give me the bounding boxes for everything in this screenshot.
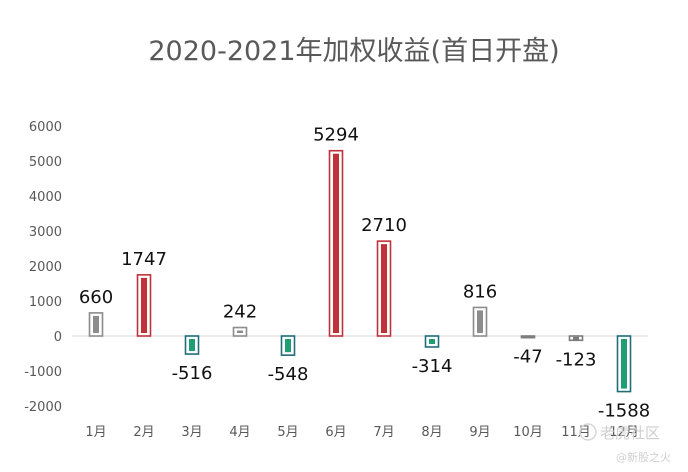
data-labels-group: 660 1747 -516 242 -548 5294 2710 -314 816 -47 -123… (79, 125, 650, 422)
watermark-brand: 老虎社区 (600, 424, 660, 442)
y-tick-label: 3000 (29, 225, 62, 240)
x-tick-label: 1月 (85, 425, 106, 440)
bar-fill (573, 336, 579, 340)
bar-fill (621, 339, 627, 389)
x-tick-label: 2月 (133, 425, 154, 440)
bar (280, 335, 296, 356)
y-tick-label: -2000 (24, 400, 62, 415)
data-label: -314 (412, 356, 453, 377)
data-label: 5294 (313, 125, 359, 146)
bar-fill (429, 339, 435, 344)
data-label: 242 (223, 302, 257, 323)
x-tick-label: 10月 (513, 425, 543, 440)
bar-fill (381, 244, 387, 333)
bar (184, 335, 200, 355)
bar-fill (93, 315, 99, 333)
x-tick-label: 6月 (325, 425, 346, 440)
x-tick-label: 9月 (469, 425, 490, 440)
data-label: -123 (556, 349, 597, 370)
x-tick-label: 5月 (277, 425, 298, 440)
data-label: -1588 (598, 401, 650, 422)
bar-fill (141, 277, 147, 333)
bar-fill (525, 336, 531, 338)
y-tick-label: 0 (54, 330, 62, 345)
data-label: 2710 (361, 215, 407, 236)
bar (376, 240, 392, 337)
bar-fill (333, 153, 339, 333)
bar (232, 326, 248, 337)
bar (616, 335, 632, 393)
y-tick-label: 1000 (29, 295, 62, 310)
data-label: 1747 (121, 249, 167, 270)
x-tick-label: 12月 (609, 425, 639, 440)
x-tick-label: 11月 (561, 425, 591, 440)
bar (568, 335, 584, 342)
watermark-sub: @新股之火 (616, 450, 671, 464)
x-tick-label: 4月 (229, 425, 250, 440)
bar (520, 335, 536, 339)
data-label: -47 (513, 347, 542, 368)
bar (136, 274, 152, 337)
y-tick-label: 4000 (29, 190, 62, 205)
y-tick-label: -1000 (24, 365, 62, 380)
data-label: -548 (268, 364, 309, 385)
bars-group (88, 149, 632, 393)
bar-fill (237, 330, 243, 333)
y-tick-label: 6000 (29, 120, 62, 135)
y-tick-label: 2000 (29, 260, 62, 275)
watermark-logo-icon (579, 423, 597, 441)
chart-title: 2020-2021年加权收益(首日开盘) (148, 36, 559, 67)
bar (328, 149, 344, 337)
y-tick-label: 5000 (29, 155, 62, 170)
bar (88, 312, 104, 337)
x-tick-label: 7月 (373, 425, 394, 440)
data-label: 660 (79, 287, 113, 308)
data-label: 816 (463, 281, 497, 302)
bar-fill (285, 339, 291, 353)
x-tick-label: 3月 (181, 425, 202, 440)
x-tick-label: 8月 (421, 425, 442, 440)
bar (472, 306, 488, 337)
data-label: -516 (172, 363, 213, 384)
bar-fill (477, 310, 483, 333)
y-axis: 6000 5000 4000 3000 2000 1000 0 -1000 -2000 (24, 120, 62, 415)
x-axis: 1月 2月 3月 4月 5月 6月 7月 8月 9月 10月 11月 12月 (85, 425, 638, 440)
bar-fill (189, 339, 195, 352)
watermark: 老虎社区 @新股之火 (579, 423, 671, 464)
bar (424, 335, 440, 348)
